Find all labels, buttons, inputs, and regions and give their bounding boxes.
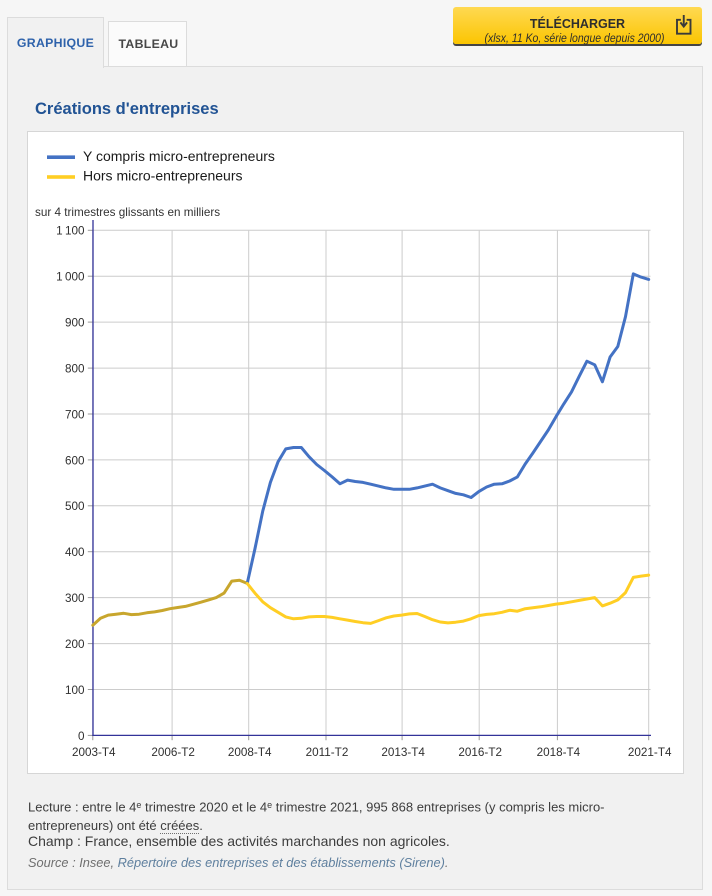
svg-text:400: 400 [65, 546, 85, 559]
svg-text:1 000: 1 000 [56, 271, 85, 284]
svg-text:2013-T4: 2013-T4 [381, 746, 425, 759]
svg-text:100: 100 [65, 684, 85, 697]
svg-text:2003-T4: 2003-T4 [72, 746, 116, 759]
svg-text:800: 800 [65, 363, 85, 376]
svg-text:1 100: 1 100 [56, 225, 85, 238]
svg-text:2016-T2: 2016-T2 [458, 746, 502, 759]
svg-text:2008-T4: 2008-T4 [228, 746, 272, 759]
svg-text:2011-T2: 2011-T2 [306, 746, 349, 759]
svg-text:300: 300 [65, 592, 85, 605]
svg-text:600: 600 [65, 454, 85, 467]
svg-text:200: 200 [65, 638, 85, 651]
svg-text:2021-T4: 2021-T4 [628, 746, 672, 759]
svg-text:700: 700 [65, 408, 85, 421]
svg-text:500: 500 [65, 500, 85, 513]
svg-text:0: 0 [78, 730, 85, 743]
svg-text:Hors micro-entrepreneurs: Hors micro-entrepreneurs [83, 168, 243, 184]
svg-text:Y compris micro-entrepreneurs: Y compris micro-entrepreneurs [83, 148, 275, 164]
svg-text:900: 900 [65, 317, 85, 330]
svg-text:2006-T2: 2006-T2 [151, 746, 195, 759]
svg-text:2018-T4: 2018-T4 [537, 746, 581, 759]
svg-text:sur 4 trimestres glissants en: sur 4 trimestres glissants en milliers [35, 206, 220, 219]
